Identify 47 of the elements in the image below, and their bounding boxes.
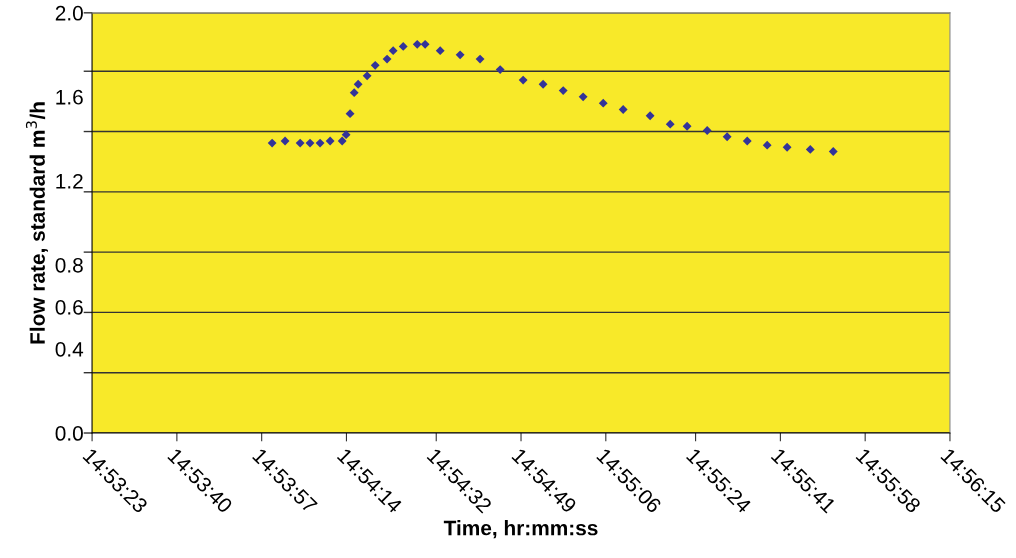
point — [345, 109, 355, 119]
point — [412, 39, 422, 49]
y-tick-label: 0.8 — [55, 257, 83, 273]
point — [828, 147, 838, 156]
point — [362, 71, 372, 81]
point — [349, 88, 359, 98]
y-tick-label: 1.2 — [56, 173, 83, 189]
point — [295, 138, 305, 148]
point — [370, 60, 380, 70]
y-tick-label: 0.0 — [55, 426, 83, 441]
point — [558, 86, 568, 95]
point — [267, 138, 277, 148]
y-tick-label: 0.6 — [55, 299, 83, 315]
point — [388, 46, 398, 56]
point — [682, 121, 692, 131]
point — [518, 75, 528, 85]
point — [645, 111, 655, 121]
point — [435, 46, 445, 56]
point — [315, 138, 325, 148]
point — [337, 136, 347, 146]
point — [305, 138, 315, 148]
y-tick-label: 0.4 — [55, 341, 84, 357]
point — [325, 136, 335, 146]
y-axis-title: Flow rate, standard m$^{3}$/h — [25, 102, 48, 344]
point — [665, 119, 675, 129]
point — [280, 136, 290, 146]
point — [742, 136, 752, 146]
point — [538, 79, 548, 89]
point — [353, 79, 363, 89]
point — [341, 130, 351, 140]
point — [782, 142, 792, 152]
point — [578, 92, 588, 102]
point — [805, 144, 815, 154]
point — [382, 54, 392, 64]
y-tick-label: 1.6 — [56, 89, 83, 105]
point — [475, 54, 485, 64]
point — [762, 140, 772, 150]
point — [598, 98, 608, 108]
y-tick-label: 2.0 — [55, 5, 83, 21]
x-axis-title: Time, hr:mm:ss — [443, 520, 598, 539]
point — [702, 126, 712, 135]
point — [618, 105, 628, 114]
point — [398, 42, 408, 51]
point — [420, 39, 430, 49]
point — [455, 50, 465, 60]
point — [722, 132, 732, 142]
point — [495, 65, 505, 74]
